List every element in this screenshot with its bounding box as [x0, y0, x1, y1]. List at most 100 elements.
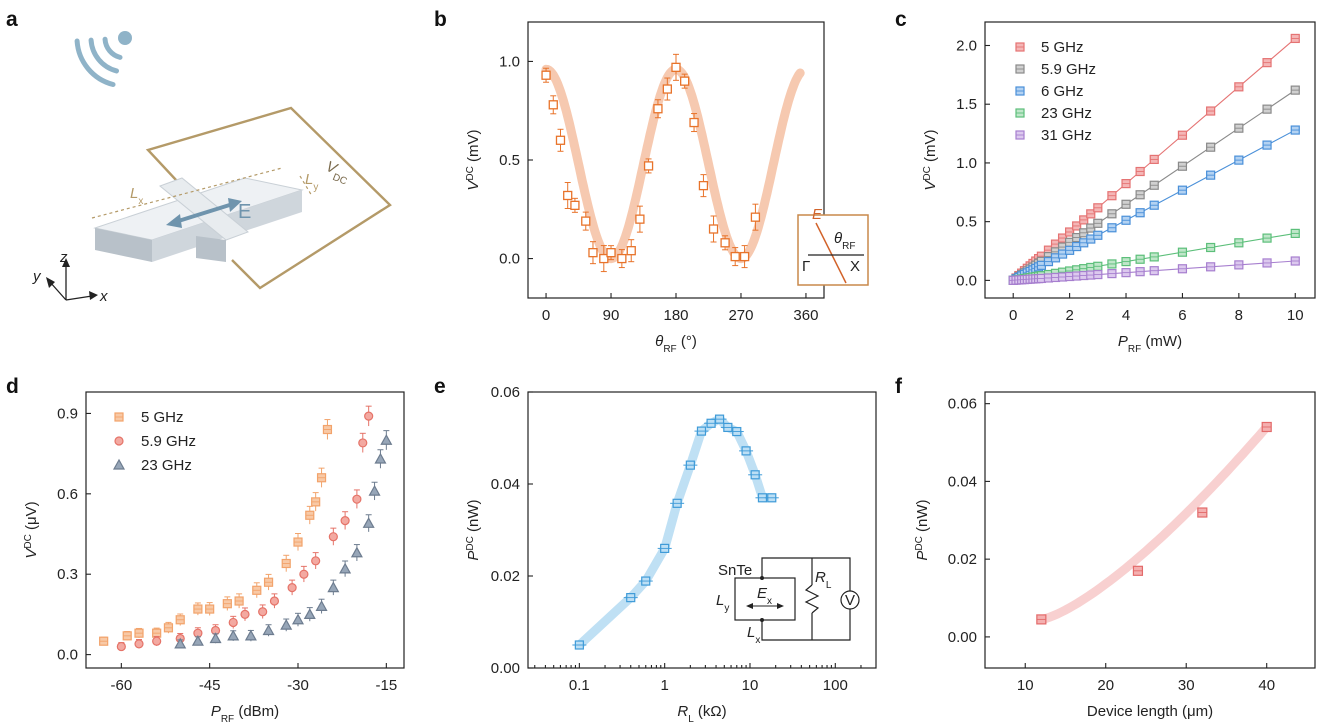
panel-d-point: [328, 532, 338, 542]
panel-b-point: [750, 212, 761, 222]
panel-f-chart: 10 20 30 40 0.00 0.02 0.04 0.06 Device length (μ…: [914, 391, 1316, 720]
panel-b-xtick-label: 0: [542, 307, 550, 324]
panel-d-legend-label: 5 GHz: [141, 409, 184, 426]
panel-b-chart: 0 90 180 270 360 0.0 0.5 1.0 θRF (°) VDC (mV) EθRF…: [465, 21, 869, 355]
triad-y-arrow: [46, 277, 55, 288]
triad-z-arrow: [62, 258, 70, 267]
panel-d-point: [358, 438, 368, 448]
panel-e-inset-resistor: [804, 584, 820, 614]
panel-d-point: [340, 516, 350, 526]
panel-c-legend-label: 23 GHz: [1041, 105, 1092, 122]
panel-d-legend-label: 23 GHz: [141, 457, 192, 474]
panel-b-point: [689, 117, 699, 128]
panel-b-point: [643, 161, 654, 171]
panel-d-legend-marker: [114, 436, 124, 446]
panel-d-xtick-label: -30: [287, 677, 309, 694]
panel-d-point: [262, 624, 275, 636]
panel-b-ytick-label: 1.0: [499, 53, 520, 70]
panel-b-ytick-label: 0.5: [499, 152, 520, 169]
panel-d-point: [280, 618, 293, 630]
panel-e-inset-voltmeter: [840, 590, 860, 610]
panel-e-inset-node: [760, 576, 764, 580]
panel-c-legend-label: 31 GHz: [1041, 127, 1092, 144]
panel-d-point: [315, 600, 328, 611]
panel-d-x-axis-label: PRF (dBm): [211, 703, 279, 725]
ly-dimension: [299, 175, 313, 197]
panel-d-point: [374, 452, 387, 464]
panel-b-inset-field-line: [815, 222, 847, 284]
panel-d-frame: [85, 391, 405, 669]
panel-d-point: [327, 581, 340, 593]
panel-c-legend-label: 6 GHz: [1041, 83, 1084, 100]
panel-b-point: [606, 248, 616, 258]
panel-d-y-axis-label: VDC (μV): [23, 501, 41, 558]
panel-c-xtick-label: 2: [1065, 307, 1073, 324]
panel-c-y-axis-label: VDC (mV): [922, 129, 940, 190]
panel-d-point: [299, 569, 309, 579]
panel-c-x-axis-label: PRF (mW): [1118, 333, 1182, 355]
panel-b-xtick-label: 180: [663, 307, 688, 324]
panel-b-y-axis-label: VDC (mV): [465, 129, 483, 190]
panel-e-inset-ex: Ex: [757, 585, 772, 607]
wifi-wave-0: [102, 36, 123, 60]
panel-label-e: e: [434, 375, 446, 398]
panel-d-point: [339, 562, 352, 574]
panel-d-point: [227, 629, 240, 641]
panel-e-inset-node: [760, 618, 764, 622]
panel-f-frame: [984, 391, 1316, 669]
device-side-front: [95, 228, 152, 262]
panel-b-point: [617, 253, 627, 264]
panel-f-xtick-label: 30: [1178, 677, 1195, 694]
panel-e-ytick-label: 0.06: [491, 384, 520, 401]
panel-b-point: [626, 246, 636, 256]
panel-c-xtick-label: 8: [1235, 307, 1243, 324]
triad-y-label: y: [32, 268, 42, 285]
triad-z-label: z: [59, 249, 68, 266]
panel-d-point: [244, 629, 257, 641]
panel-b-inset-e: E: [812, 206, 823, 223]
panel-e-ytick-label: 0.04: [491, 476, 520, 493]
panel-d-point: [364, 411, 374, 421]
panel-b-point: [563, 190, 573, 201]
panel-d-ytick-label: 0.0: [57, 647, 78, 664]
panel-d-point: [209, 632, 222, 644]
triad-y-axis: [49, 281, 67, 301]
lx-dimension: [91, 167, 283, 219]
field-e-label: E: [238, 201, 251, 223]
panel-e-inset-arrow-left: [746, 603, 753, 609]
panel-d-point: [352, 494, 362, 504]
panel-label-c: c: [895, 8, 907, 31]
panel-c-ytick-label: 1.5: [956, 96, 977, 113]
panel-d-point: [174, 637, 187, 649]
panel-d-point: [269, 596, 280, 606]
triad-x-axis: [65, 295, 93, 301]
panel-c-xtick-label: 10: [1287, 307, 1304, 324]
panel-label-a: a: [6, 8, 18, 31]
panel-d-ytick-label: 0.3: [57, 566, 78, 583]
triad-x-arrow: [89, 291, 98, 300]
panel-e-ytick-label: 0.02: [491, 568, 520, 585]
panel-b-inset-theta: θRF: [834, 230, 855, 252]
panel-b-point: [653, 104, 663, 114]
panel-f-y-axis-label: PDC (nW): [914, 499, 932, 560]
panel-d-xtick-label: -15: [375, 677, 397, 694]
panel-b-xtick-label: 360: [793, 307, 818, 324]
panel-d-point: [368, 484, 381, 496]
panel-c-chart: 5 GHz 5.9 GHz 6 GHz 23 GHz 31 GHz 0 2 4 6 8 10 0.0 0…: [922, 21, 1316, 355]
wifi-wave-1: [88, 37, 120, 74]
panel-b-point: [548, 100, 558, 110]
panel-b-point: [599, 253, 609, 264]
panel-d-xtick-label: -45: [199, 677, 221, 694]
panel-b-inset-x: X: [850, 258, 860, 275]
panel-b-point: [581, 216, 591, 226]
panel-c-frame: [984, 21, 1316, 299]
panel-f-ytick-label: 0.00: [948, 629, 977, 646]
panel-b-xtick-label: 270: [728, 307, 753, 324]
panel-f-fit-curve: [1036, 422, 1272, 624]
panel-d-point: [362, 517, 375, 528]
panel-e-inset-lx: Lx: [747, 624, 760, 646]
panel-c-ytick-label: 2.0: [956, 37, 977, 54]
panel-d-legend-marker: [112, 458, 126, 470]
panel-e-chart: 0.1 1 10 100 0.00 0.02 0.04 0.06 RL (kΩ) PDC (nW)…: [465, 384, 877, 725]
